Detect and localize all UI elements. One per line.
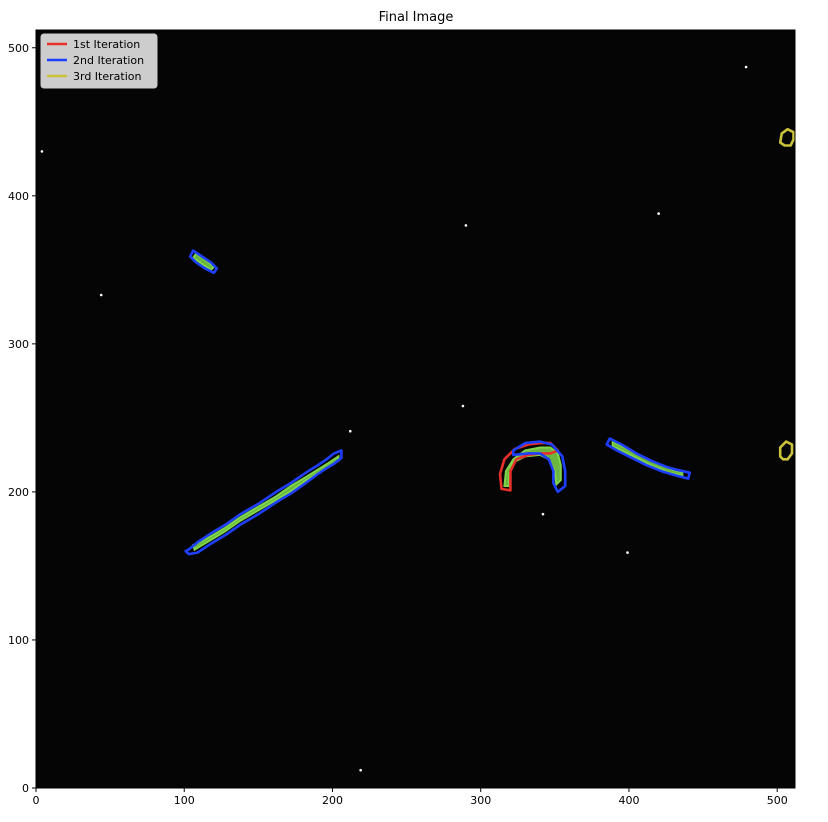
image-background [36,30,795,788]
x-axis: 0 100 200 300 400 500 [33,788,788,807]
legend: 1st Iteration 2nd Iteration 3rd Iteration [40,33,158,89]
y-tick-label-200: 200 [8,486,29,499]
contour-4 [511,440,567,494]
contour-lines [184,127,795,556]
legend-box [40,33,158,89]
bright-point-8 [744,65,748,69]
y-tick-label-0: 0 [22,782,29,795]
x-tick-label-100: 100 [174,794,195,807]
y-tick-label-400: 400 [8,190,29,203]
plot-frame [35,29,796,789]
y-tick-label-500: 500 [8,42,29,55]
x-tick-label-300: 300 [470,794,491,807]
contour-7 [778,440,794,461]
bright-points [40,65,748,772]
contour-6 [778,127,795,147]
bright-point-2 [99,293,103,297]
x-tick-label-200: 200 [322,794,343,807]
contour-1 [498,441,560,492]
bright-point-10 [464,224,468,227]
y-tick-label-100: 100 [8,634,29,647]
chart-title: Final Image [379,10,454,25]
contour-3 [188,249,219,275]
bright-point-9 [359,768,362,772]
y-tick-label-300: 300 [8,338,29,351]
contour-5 [605,437,691,480]
x-tick-label-0: 0 [33,794,40,807]
bright-point-4 [461,404,465,408]
legend-label-1: 1st Iteration [73,38,140,51]
legend-label-2: 2nd Iteration [73,54,144,67]
bright-point-6 [626,551,629,554]
bright-point-3 [348,429,352,433]
bright-point-7 [657,212,660,215]
legend-label-3: 3rd Iteration [73,70,141,83]
bright-point-1 [40,150,44,153]
x-tick-label-500: 500 [767,794,788,807]
x-tick-label-400: 400 [618,794,639,807]
bright-point-5 [541,512,545,516]
y-axis: 0 100 200 300 400 500 [8,42,36,795]
contour-2 [184,449,343,556]
